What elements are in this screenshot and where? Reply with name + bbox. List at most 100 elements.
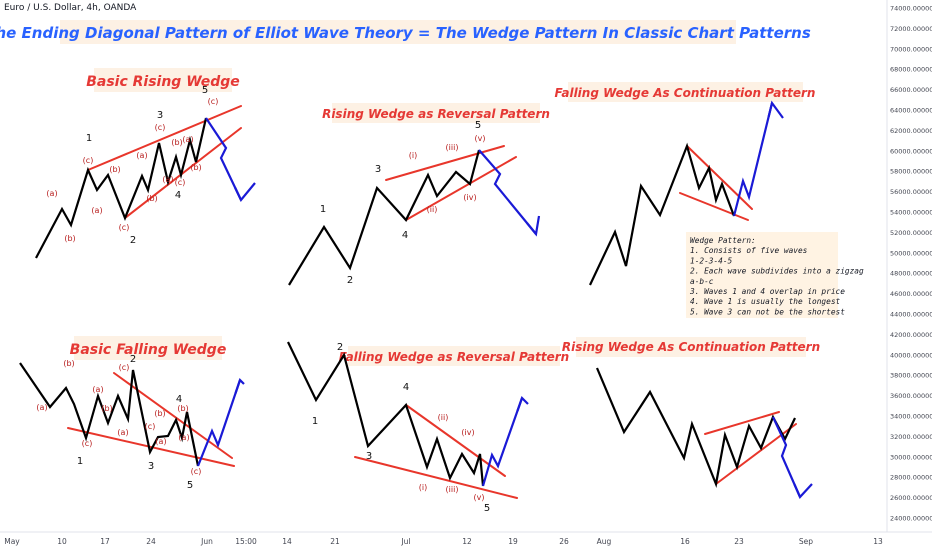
- wave-number-label: 4: [402, 230, 408, 241]
- panel-title-rising-continuation: Rising Wedge As Continuation Pattern: [562, 337, 820, 357]
- wave-number-label: 2: [130, 354, 136, 365]
- x-tick-label: Aug: [597, 537, 612, 546]
- projection-line: [478, 149, 537, 235]
- note-line: 1. Consists of five waves: [690, 246, 808, 255]
- sub-wave-label: (iv): [461, 428, 474, 437]
- projection-arrows-layer: [196, 100, 813, 499]
- wedge-trend-line: [385, 145, 505, 181]
- y-tick-label: 34000.000000: [890, 413, 932, 421]
- panel-title-text: Falling Wedge as Reversal Pattern: [339, 350, 569, 364]
- x-tick-label: 16: [680, 537, 690, 546]
- y-tick-label: 66000.000000: [890, 86, 932, 94]
- sub-wave-label: (ii): [427, 205, 438, 214]
- sub-wave-label: (b): [109, 165, 120, 174]
- x-tick-label: 24: [146, 537, 156, 546]
- y-tick-label: 58000.000000: [890, 168, 932, 176]
- sub-wave-label: (c): [175, 178, 186, 187]
- projection-arrow-head: [516, 395, 529, 412]
- note-line: 5. Wave 3 can not be the shortest: [690, 307, 845, 316]
- y-tick-label: 62000.000000: [890, 127, 932, 135]
- y-tick-label: 74000.000000: [890, 5, 932, 13]
- sub-wave-label: (v): [474, 493, 485, 502]
- y-tick-label: 26000.000000: [890, 494, 932, 502]
- price-axis[interactable]: 74000.000000 72000.000000 70000.000000 6800…: [886, 0, 932, 532]
- time-axis[interactable]: May 10 17 24 Jun 15:00 14 21 Jul 12 19 26 Aug 16 23 Sep…: [0, 531, 932, 546]
- sub-wave-label: (v): [475, 134, 486, 143]
- x-tick-label: Sep: [799, 537, 813, 546]
- projection-arrow-head: [526, 215, 541, 237]
- y-tick-label: 28000.000000: [890, 474, 932, 482]
- y-tick-label: 38000.000000: [890, 372, 932, 380]
- x-tick-label: 12: [462, 537, 472, 546]
- y-tick-label: 44000.000000: [890, 311, 932, 319]
- wedge-trend-line: [686, 145, 753, 210]
- note-line: 1-2-3-4-5: [690, 256, 733, 265]
- panel-title-rising-wedge: Basic Rising Wedge: [86, 68, 240, 92]
- sub-wave-label: (a): [36, 403, 47, 412]
- main-title: The Ending Diagonal Pattern of Elliot Wa…: [0, 24, 811, 42]
- projection-arrow-head: [767, 100, 784, 119]
- x-tick-label: May: [4, 537, 20, 546]
- sub-wave-label: (b): [64, 234, 75, 243]
- y-tick-label: 36000.000000: [890, 392, 932, 400]
- projection-line: [481, 397, 524, 487]
- note-line: a-b-c: [690, 277, 714, 286]
- wave-number-label: 2: [337, 342, 343, 353]
- wedge-trend-line: [704, 411, 780, 435]
- wave-number-label: 4: [176, 394, 182, 405]
- sub-wave-label: (c): [83, 156, 94, 165]
- y-tick-label: 70000.000000: [890, 45, 932, 53]
- wedge-trend-line: [113, 372, 233, 459]
- panel-title-rising-reversal: Rising Wedge as Reversal Pattern: [322, 103, 550, 123]
- sub-wave-label: (c): [82, 439, 93, 448]
- note-line: 2. Each wave subdivides into a zigzag: [690, 267, 864, 276]
- y-tick-label: 24000.000000: [890, 515, 932, 523]
- sub-wave-label: (ii): [438, 413, 449, 422]
- sub-wave-label: (c): [208, 97, 219, 106]
- y-tick-label: 68000.000000: [890, 66, 932, 74]
- wave-number-label: 3: [375, 164, 381, 175]
- panel-title-text: Basic Rising Wedge: [86, 74, 240, 90]
- wave-number-label: 1: [86, 133, 92, 144]
- y-tick-label: 56000.000000: [890, 188, 932, 196]
- sub-wave-label: (iv): [463, 193, 476, 202]
- y-tick-label: 64000.000000: [890, 107, 932, 115]
- sub-wave-label: (a): [117, 428, 128, 437]
- price-wave-line: [589, 142, 736, 286]
- main-title-background: [60, 20, 736, 44]
- y-tick-label: 60000.000000: [890, 147, 932, 155]
- wave-number-label: 4: [403, 382, 409, 393]
- price-paths-layer: [19, 117, 796, 488]
- wedge-pattern-note[interactable]: Wedge Pattern:1. Consists of five waves1…: [686, 232, 864, 318]
- main-title-group: The Ending Diagonal Pattern of Elliot Wa…: [0, 20, 811, 44]
- wave-number-label: 3: [148, 461, 154, 472]
- panel-title-falling-reversal: Falling Wedge as Reversal Pattern: [339, 346, 569, 366]
- wedge-trend-line: [67, 427, 235, 467]
- x-tick-label: 23: [734, 537, 744, 546]
- panel-title-bg: [568, 82, 803, 102]
- wave-number-label: 3: [366, 451, 372, 462]
- wedge-trend-line: [354, 456, 518, 499]
- sub-wave-label: (b): [171, 138, 182, 147]
- wedge-trend-line: [405, 156, 517, 221]
- sub-wave-label: (a): [46, 189, 57, 198]
- sub-wave-label: (c): [119, 223, 130, 232]
- panel-title-bg: [74, 336, 222, 360]
- sub-wave-label: (a): [162, 175, 173, 184]
- y-tick-label: 42000.000000: [890, 331, 932, 339]
- projection-arrow-head: [234, 377, 245, 394]
- projection-arrow-head: [793, 483, 813, 499]
- note-line: 4. Wave 1 is usually the longest: [690, 297, 841, 306]
- y-tick-label: 46000.000000: [890, 290, 932, 298]
- y-tick-label: 72000.000000: [890, 25, 932, 33]
- panel-title-bg: [94, 68, 232, 92]
- x-tick-label: 10: [57, 537, 67, 546]
- panel-title-bg: [576, 337, 806, 357]
- sub-wave-label: (b): [146, 194, 157, 203]
- projection-line: [205, 117, 242, 201]
- sub-wave-label: (c): [191, 467, 202, 476]
- note-background: [686, 232, 838, 318]
- wave-number-label: 5: [202, 85, 208, 96]
- sub-wave-label: (a): [91, 206, 102, 215]
